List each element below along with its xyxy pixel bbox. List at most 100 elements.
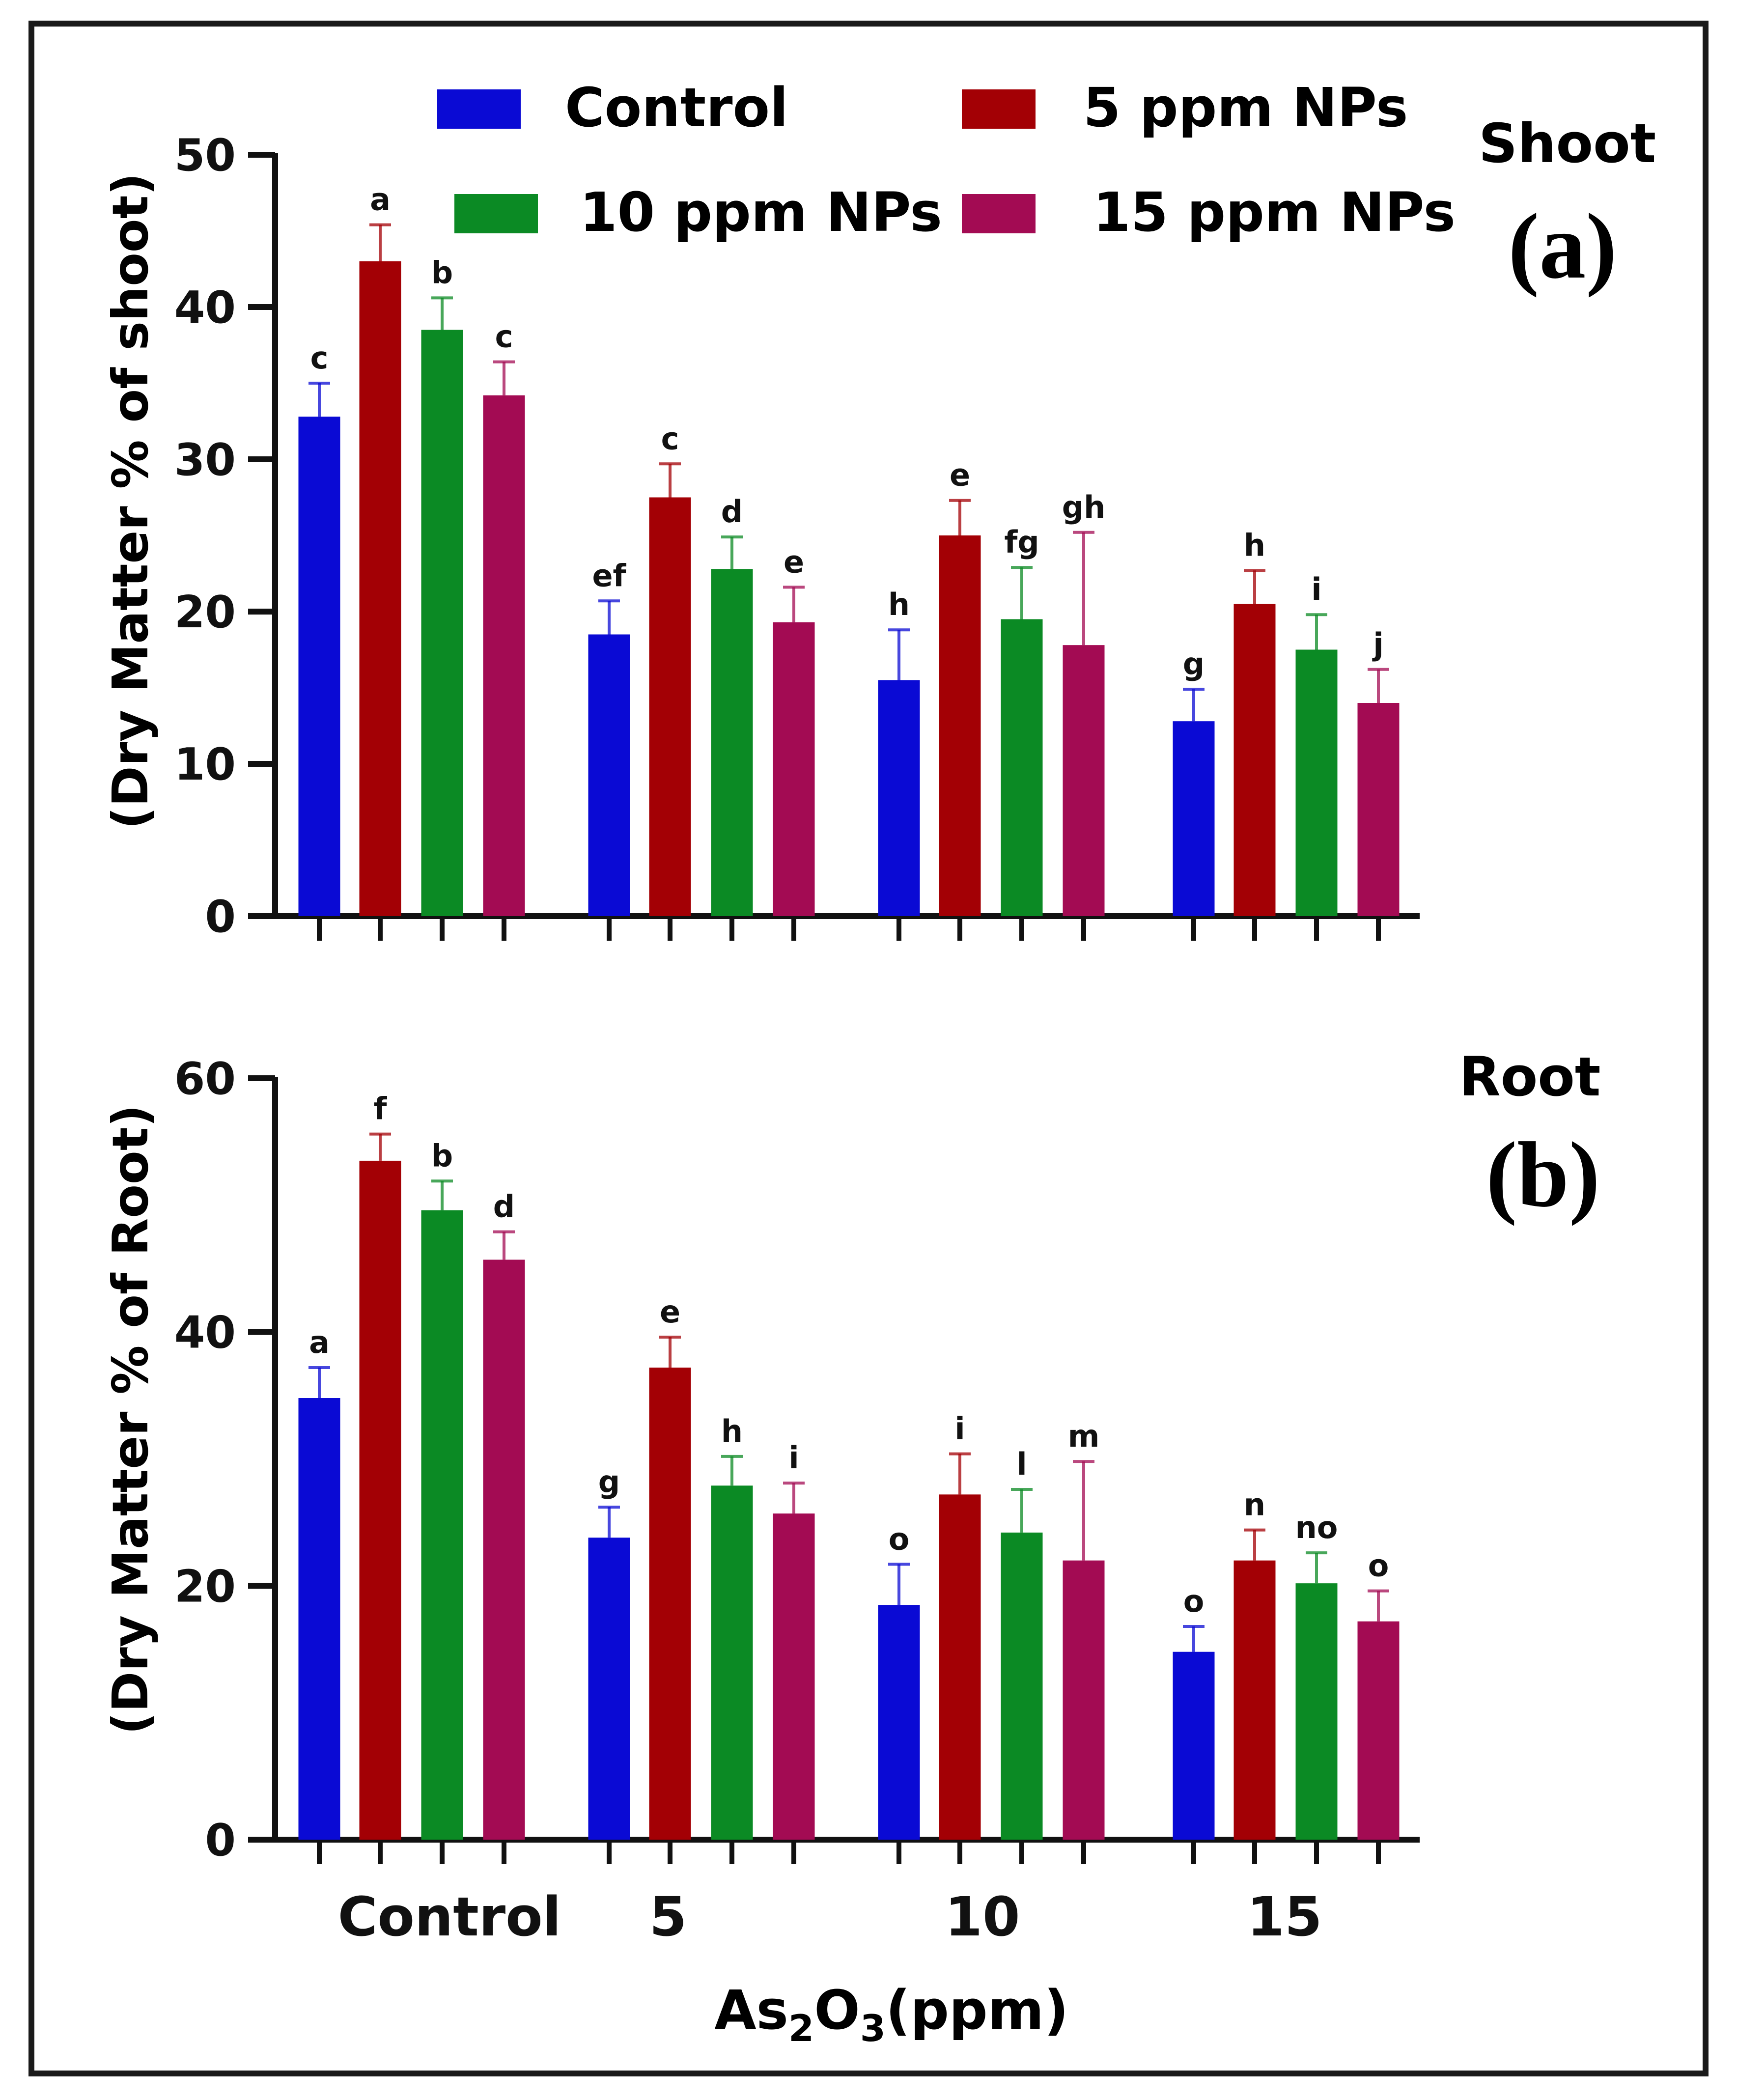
- panel-b-significance-letter: i: [954, 1411, 965, 1447]
- panel-b-y-axis-title: (Dry Matter % of Root): [102, 1105, 159, 1735]
- panel-a-y-tick-label: 0: [205, 891, 236, 943]
- panel-b-bar: [878, 1605, 920, 1840]
- legend-label-control: Control: [565, 76, 788, 139]
- panel-a-significance-letter: c: [661, 420, 679, 456]
- panel-a-bar: [588, 634, 630, 916]
- x-axis-title-sub-3: 3: [860, 2007, 886, 2050]
- panel-b-bar: [1233, 1560, 1276, 1840]
- panel-b-bar: [1063, 1560, 1105, 1840]
- panel-a-significance-letter: e: [950, 457, 970, 493]
- panel-a-y-axis-title: (Dry Matter % of shoot): [102, 173, 159, 829]
- panel-b-bar: [773, 1513, 815, 1840]
- panel-a-significance-letter: gh: [1062, 489, 1106, 525]
- panel-b-y-tick-label: 40: [174, 1307, 236, 1359]
- panel-b-corner-label: Root: [1459, 1045, 1600, 1108]
- panel-a-y-tick-label: 50: [174, 130, 236, 181]
- panel-b-x-category-label: Control: [338, 1885, 561, 1948]
- panel-b-significance-letter: l: [1016, 1446, 1027, 1482]
- panel-b-significance-letter: n: [1244, 1487, 1265, 1523]
- x-axis-title-as: As: [714, 1979, 788, 2042]
- panel-b-significance-letter: m: [1068, 1418, 1100, 1454]
- panel-a-y-tick-label: 20: [174, 587, 236, 638]
- panel-b-y-tick-label: 60: [174, 1053, 236, 1105]
- panel-a-significance-letter: c: [310, 340, 329, 376]
- panel-b-bar: [939, 1494, 981, 1840]
- panel-a-significance-letter: fg: [1004, 524, 1039, 560]
- panel-b-significance-letter: a: [309, 1324, 330, 1360]
- panel-a-y-tick-label: 40: [174, 282, 236, 334]
- panel-b-significance-letter: e: [660, 1294, 680, 1330]
- panel-a-bar: [1357, 703, 1400, 916]
- panel-b-significance-letter: o: [889, 1521, 910, 1557]
- panel-a-significance-letter: c: [495, 319, 513, 355]
- panel-b-significance-letter: b: [431, 1138, 453, 1174]
- panel-b-bar: [711, 1485, 753, 1840]
- panel-a-bar: [1173, 721, 1215, 916]
- panel-a-significance-letter: h: [888, 587, 910, 622]
- panel-a-bar: [1063, 645, 1105, 916]
- legend: Control 5 ppm NPs 10 ppm NPs 15 ppm NPs: [437, 76, 1456, 244]
- panel-a-significance-letter: b: [431, 254, 453, 290]
- panel-a-significance-letter: a: [370, 182, 391, 218]
- panel-a-significance-letter: j: [1372, 626, 1383, 662]
- panel-a-bar: [298, 417, 340, 916]
- panel-b-significance-letter: g: [598, 1464, 620, 1500]
- legend-swatch-control: [437, 89, 521, 129]
- panel-b-bar: [298, 1398, 340, 1840]
- x-axis-title-sub-2: 2: [788, 2007, 814, 2050]
- panel-b-bar: [588, 1538, 630, 1840]
- panel-a-label: (a): [1508, 195, 1617, 298]
- legend-swatch-5ppm: [962, 89, 1036, 129]
- x-axis-title: As2O3(ppm): [714, 1979, 1068, 2050]
- panel-b-bar: [1173, 1652, 1215, 1840]
- panel-a-bar: [359, 261, 401, 916]
- legend-label-10ppm: 10 ppm NPs: [580, 181, 942, 244]
- panel-a-bar: [773, 622, 815, 916]
- panel-b-significance-letter: i: [788, 1440, 799, 1476]
- panel-b-bar: [1001, 1532, 1043, 1840]
- panel-b-y-tick-label: 20: [174, 1561, 236, 1612]
- x-axis-title-ppm: (ppm): [886, 1979, 1069, 2042]
- panel-b-x-category-label: 5: [649, 1885, 687, 1948]
- panel-a-corner-label: Shoot: [1479, 112, 1656, 175]
- panel-a-significance-letter: e: [784, 544, 804, 580]
- panel-a-y-tick-label: 10: [174, 739, 236, 790]
- shoot-chart: Shoot (a) (Dry Matter % of shoot) 0 10 20 3…: [102, 112, 1656, 943]
- panel-a-significance-letter: i: [1311, 571, 1321, 607]
- panel-b-bar: [1357, 1621, 1400, 1840]
- panel-a-significance-letter: d: [721, 494, 743, 530]
- panel-a-bar: [1001, 619, 1043, 916]
- panel-b-bar: [649, 1368, 691, 1840]
- panel-b-significance-letter: d: [493, 1189, 515, 1225]
- panel-b-bar: [483, 1260, 525, 1840]
- panel-b-bar: [421, 1210, 463, 1840]
- panel-a-bar: [483, 395, 525, 916]
- panel-a-significance-letter: g: [1183, 646, 1205, 682]
- panel-a-significance-letter: ef: [592, 558, 626, 593]
- panel-a-bar: [939, 535, 981, 916]
- panel-b-x-category-label: 10: [945, 1885, 1020, 1948]
- panel-b-x-category-label: 15: [1247, 1885, 1322, 1948]
- panel-b-bar: [1295, 1583, 1338, 1840]
- panel-a-bar: [1233, 604, 1276, 916]
- legend-swatch-10ppm: [454, 194, 538, 233]
- panel-b-significance-letter: h: [721, 1413, 743, 1449]
- panel-a-bar: [1295, 649, 1338, 916]
- panel-a-significance-letter: h: [1244, 527, 1265, 563]
- panel-a-bar: [878, 680, 920, 916]
- legend-label-5ppm: 5 ppm NPs: [1083, 76, 1408, 139]
- panel-b-significance-letter: o: [1368, 1548, 1389, 1584]
- legend-label-15ppm: 15 ppm NPs: [1093, 181, 1456, 244]
- panel-a-bar: [711, 569, 753, 916]
- legend-swatch-15ppm: [962, 194, 1036, 233]
- panel-a-y-tick-label: 30: [174, 434, 236, 486]
- x-axis-title-o: O: [814, 1979, 860, 2042]
- panel-b-significance-letter: o: [1183, 1583, 1205, 1619]
- panel-b-significance-letter: f: [374, 1091, 388, 1127]
- panel-b-significance-letter: no: [1295, 1510, 1338, 1545]
- panel-b-label: (b): [1486, 1123, 1600, 1227]
- panel-b-bar: [359, 1160, 401, 1840]
- panel-a-bar: [649, 497, 691, 916]
- panel-a-bar: [421, 330, 463, 916]
